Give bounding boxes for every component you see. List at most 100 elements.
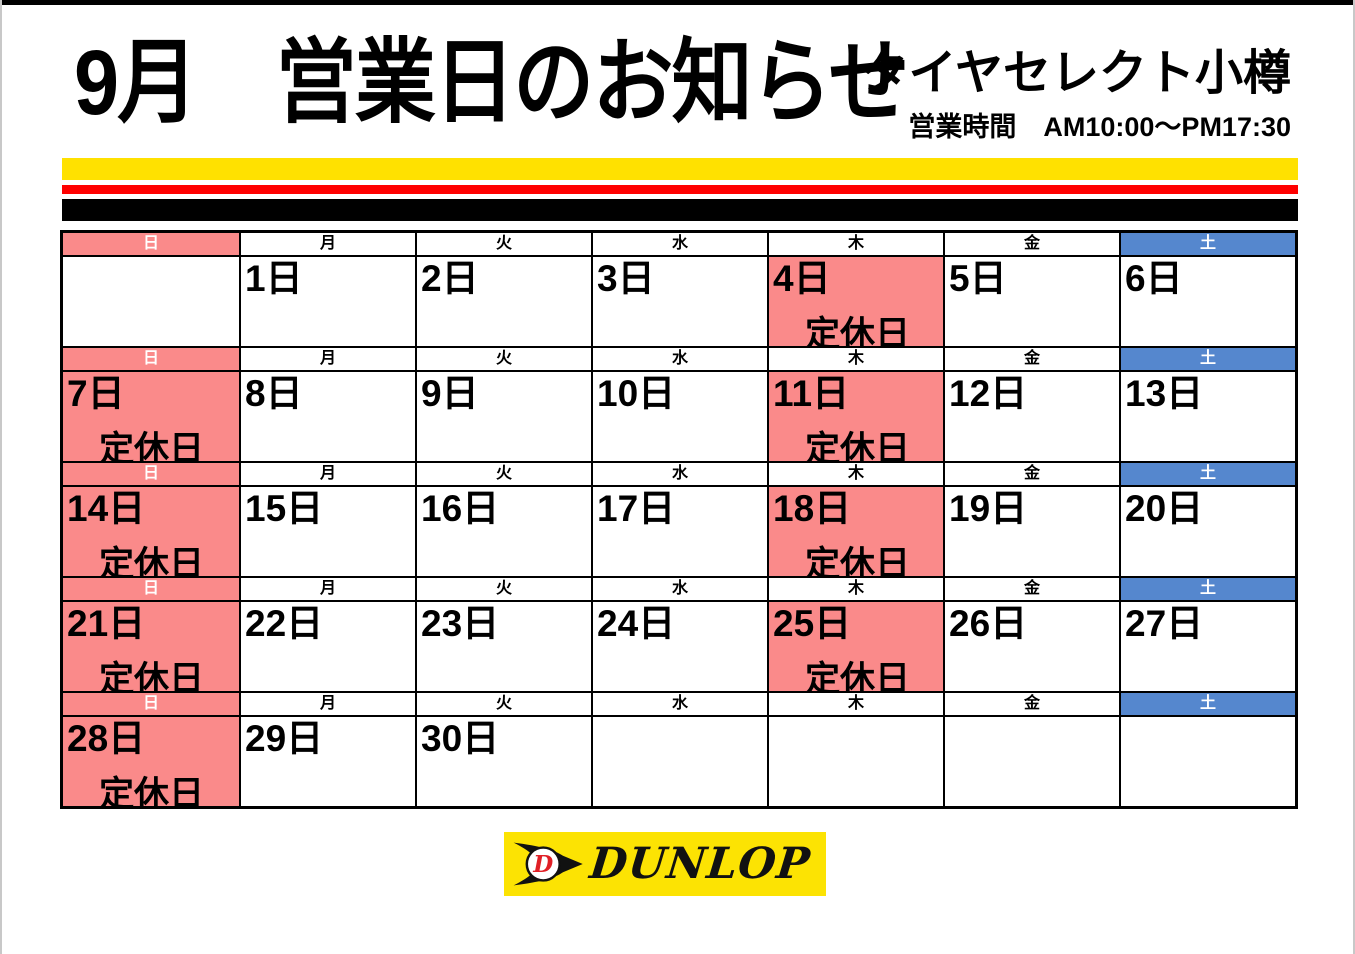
weekday-header-mon: 月 xyxy=(239,348,415,370)
weekday-header-thu: 木 xyxy=(767,693,943,715)
closed-day-label: 定休日 xyxy=(99,545,205,576)
closed-day-label: 定休日 xyxy=(99,660,205,691)
date-label: 3日 xyxy=(597,258,655,299)
week-row-4: 21日 定休日 22日 23日 24日 25日 定休日 26日 27日 xyxy=(63,600,1295,691)
weekday-header-sun: 日 xyxy=(63,233,239,255)
date-label: 22日 xyxy=(245,603,324,644)
closed-day-label: 定休日 xyxy=(805,315,911,346)
date-label: 11日 xyxy=(773,373,850,414)
date-label: 26日 xyxy=(949,603,1028,644)
date-label: 24日 xyxy=(597,603,676,644)
calendar-day-27: 27日 xyxy=(1119,602,1295,691)
calendar-day-15: 15日 xyxy=(239,487,415,576)
calendar-day-22: 22日 xyxy=(239,602,415,691)
date-label: 7日 xyxy=(67,373,125,414)
weekday-header-mon: 月 xyxy=(239,233,415,255)
date-label: 6日 xyxy=(1125,258,1183,299)
weekday-header-row: 日月火水木金土 xyxy=(63,461,1295,485)
date-label: 9日 xyxy=(421,373,479,414)
weekday-header-mon: 月 xyxy=(239,578,415,600)
calendar-day-13: 13日 xyxy=(1119,372,1295,461)
calendar-day-9: 9日 xyxy=(415,372,591,461)
weekday-header-fri: 金 xyxy=(943,348,1119,370)
weekday-header-row: 日月火水木金土 xyxy=(63,233,1295,255)
date-label: 25日 xyxy=(773,603,852,644)
calendar-day-25: 25日定休日 xyxy=(767,602,943,691)
date-label: 8日 xyxy=(245,373,303,414)
closed-day-label: 定休日 xyxy=(99,775,205,806)
date-label: 13日 xyxy=(1125,373,1204,414)
weekday-header-tue: 火 xyxy=(415,693,591,715)
week-row-3: 14日 定休日 15日 16日 17日 18日 定休日 19日 20日 xyxy=(63,485,1295,576)
date-label: 15日 xyxy=(245,488,324,529)
calendar-day-16: 16日 xyxy=(415,487,591,576)
calendar-day-20: 20日 xyxy=(1119,487,1295,576)
weekday-header-sun: 日 xyxy=(63,693,239,715)
calendar-day-6: 6日 xyxy=(1119,257,1295,346)
weekday-header-sun: 日 xyxy=(63,348,239,370)
calendar-day-14: 14日定休日 xyxy=(63,487,239,576)
stripe-red xyxy=(62,185,1298,194)
calendar-day-empty xyxy=(767,717,943,806)
calendar-day-7: 7日定休日 xyxy=(63,372,239,461)
weekday-header-sat: 土 xyxy=(1119,233,1295,255)
weekday-header-sat: 土 xyxy=(1119,578,1295,600)
calendar-day-8: 8日 xyxy=(239,372,415,461)
weekday-header-sat: 土 xyxy=(1119,348,1295,370)
shop-name: タイヤセレクト小樽 xyxy=(860,47,1291,100)
dunlop-logo-text: DUNLOP xyxy=(587,839,813,889)
calendar-day-24: 24日 xyxy=(591,602,767,691)
brand-stripes xyxy=(62,158,1298,221)
date-label: 21日 xyxy=(67,603,146,644)
calendar-day-29: 29日 xyxy=(239,717,415,806)
calendar-day-3: 3日 xyxy=(591,257,767,346)
weekday-header-mon: 月 xyxy=(239,693,415,715)
weekday-header-wed: 水 xyxy=(591,348,767,370)
calendar-day-2: 2日 xyxy=(415,257,591,346)
closed-day-label: 定休日 xyxy=(99,430,205,461)
week-row-1: 1日 2日 3日 4日 定休日 5日 6日 xyxy=(63,255,1295,346)
date-label: 10日 xyxy=(597,373,676,414)
weekday-header-thu: 木 xyxy=(767,463,943,485)
date-label: 29日 xyxy=(245,718,324,759)
calendar-day-26: 26日 xyxy=(943,602,1119,691)
date-label: 27日 xyxy=(1125,603,1204,644)
weekday-header-fri: 金 xyxy=(943,233,1119,255)
date-label: 5日 xyxy=(949,258,1007,299)
calendar-day-empty xyxy=(1119,717,1295,806)
date-label: 19日 xyxy=(949,488,1028,529)
calendar-day-5: 5日 xyxy=(943,257,1119,346)
calendar-day-17: 17日 xyxy=(591,487,767,576)
weekday-header-thu: 木 xyxy=(767,578,943,600)
date-label: 2日 xyxy=(421,258,479,299)
week-row-5: 28日 定休日 29日 30日 xyxy=(63,715,1295,806)
weekday-header-sat: 土 xyxy=(1119,693,1295,715)
svg-text:D: D xyxy=(532,851,553,878)
calendar-day-empty xyxy=(591,717,767,806)
calendar-day-4: 4日定休日 xyxy=(767,257,943,346)
stripe-yellow xyxy=(62,158,1298,180)
calendar-day-18: 18日 定休日 xyxy=(767,487,943,576)
weekday-header-wed: 水 xyxy=(591,233,767,255)
weekday-header-row: 日月火水木金土 xyxy=(63,346,1295,370)
closed-day-label: 定休日 xyxy=(805,430,911,461)
weekday-header-fri: 金 xyxy=(943,693,1119,715)
date-label: 12日 xyxy=(949,373,1028,414)
weekday-header-sat: 土 xyxy=(1119,463,1295,485)
stripe-black xyxy=(62,199,1298,221)
date-label: 4日 xyxy=(773,258,831,299)
dunlop-logo: D DUNLOP xyxy=(504,832,826,896)
calendar-day-11: 11日定休日 xyxy=(767,372,943,461)
calendar-table: 日月火水木金土 1日 2日 3日 4日 定休日 5日 6日日月火水木金土 7日 定休日 8日 9日 10… xyxy=(60,230,1298,809)
date-label: 14日 xyxy=(67,488,146,529)
closed-day-label: 定休日 xyxy=(805,660,911,691)
weekday-header-wed: 水 xyxy=(591,578,767,600)
page-title: 9月 営業日のお知らせ xyxy=(74,32,909,134)
weekday-header-fri: 金 xyxy=(943,578,1119,600)
top-edge-bar xyxy=(2,0,1353,5)
calendar-day-empty xyxy=(943,717,1119,806)
weekday-header-row: 日月火水木金土 xyxy=(63,576,1295,600)
calendar-day-12: 12日 xyxy=(943,372,1119,461)
weekday-header-tue: 火 xyxy=(415,233,591,255)
closed-day-label: 定休日 xyxy=(805,545,911,576)
